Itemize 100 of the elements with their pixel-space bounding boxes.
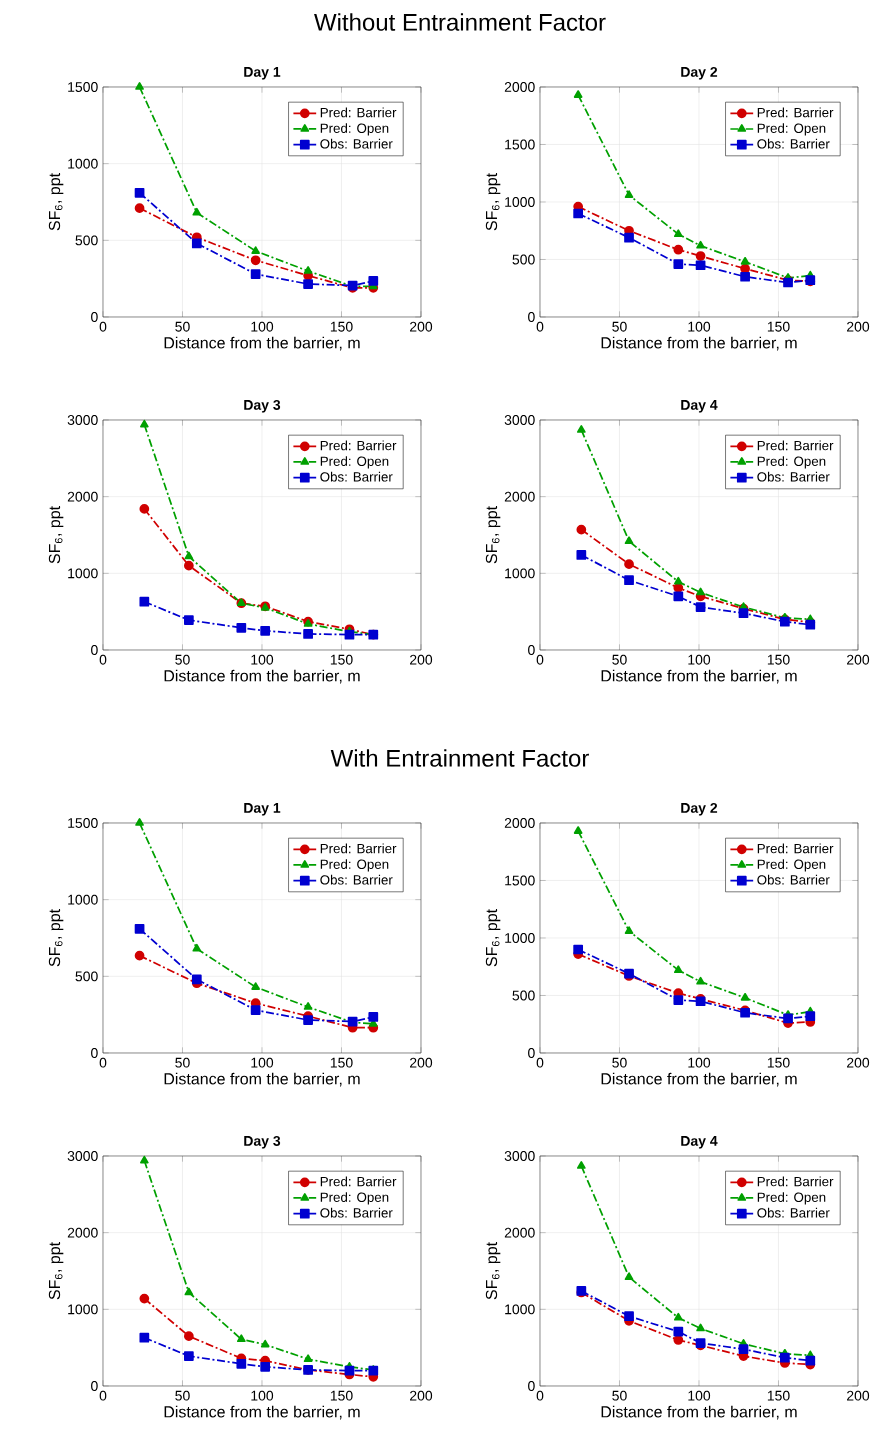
y-tick-label: 500 — [512, 990, 535, 1001]
y-axis-title: SF$_{6}$, ppt — [485, 506, 501, 564]
x-tick-label: 150 — [767, 321, 790, 332]
text: Without Entrainment Factor — [314, 13, 606, 31]
x-tick-label: 50 — [612, 321, 627, 332]
x-tick-label: 50 — [175, 1390, 190, 1401]
x-tick-label: 50 — [175, 654, 190, 665]
x-tick-label: 0 — [536, 1390, 544, 1401]
y-tick-label: 1500 — [505, 875, 535, 886]
x-tick-label: 150 — [767, 654, 790, 665]
y-tick-label: 0 — [528, 312, 535, 322]
chart-title: Day 4 — [681, 1136, 718, 1149]
chart-title: Day 1 — [244, 67, 281, 80]
legend-label: Pred: Barrier — [757, 107, 834, 118]
x-tick-label: 100 — [688, 1390, 711, 1401]
y-tick-label: 1000 — [68, 894, 98, 905]
y-tick-label: 2000 — [504, 491, 535, 502]
y-tick-label: 2000 — [504, 818, 535, 828]
x-axis-title: Distance from the barrier, m — [601, 1072, 797, 1087]
y-axis-title: SF$_{6}$, ppt — [485, 173, 501, 231]
x-tick-label: 50 — [175, 321, 190, 332]
x-tick-label: 100 — [688, 1057, 711, 1068]
legend-label: Pred: Barrier — [320, 1176, 397, 1187]
text: With Entrainment Factor — [330, 749, 589, 767]
legend-label: Pred: Barrier — [320, 440, 397, 451]
y-tick-label: 0 — [528, 1048, 535, 1058]
legend-label: Pred: Open — [757, 1192, 826, 1205]
x-tick-label: 150 — [330, 1057, 353, 1068]
x-tick-label: 150 — [330, 321, 353, 332]
y-axis-title: SF$_{6}$, ppt — [485, 909, 501, 967]
x-axis-title: Distance from the barrier, m — [601, 669, 797, 684]
legend-label: Pred: Open — [757, 859, 826, 872]
x-tick-label: 50 — [612, 1057, 627, 1068]
y-tick-label: 0 — [528, 1381, 535, 1391]
y-tick-label: 2000 — [67, 491, 98, 502]
y-tick-label: 3000 — [504, 415, 535, 425]
x-tick-label: 100 — [251, 1390, 274, 1401]
y-tick-label: 3000 — [67, 415, 98, 425]
y-tick-label: 1000 — [68, 1304, 98, 1315]
chart-title: Day 4 — [681, 400, 718, 413]
x-axis-title: Distance from the barrier, m — [164, 336, 360, 351]
x-axis-title: Distance from the barrier, m — [164, 669, 360, 684]
legend-label: Pred: Barrier — [320, 843, 397, 854]
y-axis-title: SF$_{6}$, ppt — [48, 909, 64, 967]
y-tick-label: 2000 — [504, 82, 535, 92]
legend-label: Pred: Open — [320, 123, 389, 136]
chart-title: Day 2 — [681, 66, 718, 80]
y-axis-title: SF$_{6}$, ppt — [48, 1242, 64, 1300]
legend-label: Pred: Barrier — [757, 440, 834, 451]
y-tick-label: 0 — [91, 312, 98, 322]
x-tick-label: 150 — [330, 654, 353, 665]
legend-label: Pred: Open — [320, 456, 389, 469]
y-tick-label: 3000 — [504, 1151, 535, 1161]
y-tick-label: 1500 — [68, 818, 98, 828]
x-tick-label: 150 — [767, 1057, 790, 1068]
y-tick-label: 0 — [91, 1381, 98, 1391]
x-tick-label: 0 — [99, 654, 107, 665]
y-tick-label: 1000 — [505, 933, 535, 943]
x-tick-label: 0 — [99, 1390, 107, 1401]
legend-label: Obs: Barrier — [757, 138, 830, 149]
y-tick-label: 1000 — [505, 197, 535, 207]
x-tick-label: 0 — [99, 321, 107, 332]
chart-title: Day 3 — [244, 1135, 281, 1149]
y-tick-label: 2000 — [67, 1227, 98, 1238]
x-tick-label: 150 — [330, 1390, 353, 1401]
y-axis-title: SF$_{6}$, ppt — [485, 1242, 501, 1300]
x-tick-label: 200 — [410, 1057, 433, 1068]
legend-label: Pred: Barrier — [757, 843, 834, 854]
y-tick-label: 1000 — [505, 568, 535, 579]
y-tick-label: 500 — [75, 235, 98, 246]
x-tick-label: 200 — [847, 1390, 870, 1401]
x-tick-label: 200 — [847, 321, 870, 332]
y-tick-label: 0 — [91, 1048, 98, 1058]
y-tick-label: 1000 — [68, 568, 98, 579]
y-tick-label: 1500 — [505, 139, 535, 150]
y-tick-label: 1000 — [505, 1304, 535, 1315]
legend-label: Pred: Open — [757, 123, 826, 136]
x-tick-label: 200 — [847, 654, 870, 665]
y-tick-label: 0 — [528, 645, 535, 655]
y-tick-label: 0 — [91, 645, 98, 655]
legend-label: Pred: Barrier — [320, 107, 397, 118]
x-tick-label: 200 — [410, 321, 433, 332]
y-tick-label: 3000 — [67, 1151, 98, 1161]
x-tick-label: 100 — [251, 321, 274, 332]
x-tick-label: 100 — [251, 654, 274, 665]
legend-label: Obs: Barrier — [320, 1207, 393, 1218]
y-tick-label: 500 — [75, 971, 98, 982]
y-axis-title: SF$_{6}$, ppt — [48, 173, 64, 231]
x-axis-title: Distance from the barrier, m — [164, 1072, 360, 1087]
x-tick-label: 0 — [99, 1057, 107, 1068]
y-tick-label: 1000 — [68, 158, 98, 169]
legend-label: Obs: Barrier — [757, 874, 830, 885]
y-tick-label: 2000 — [504, 1227, 535, 1238]
y-tick-label: 1500 — [68, 82, 98, 92]
x-axis-title: Distance from the barrier, m — [601, 336, 797, 351]
legend-label: Pred: Open — [320, 1192, 389, 1205]
x-tick-label: 150 — [767, 1390, 790, 1401]
x-tick-label: 0 — [536, 654, 544, 665]
x-tick-label: 100 — [251, 1057, 274, 1068]
x-tick-label: 50 — [612, 1390, 627, 1401]
